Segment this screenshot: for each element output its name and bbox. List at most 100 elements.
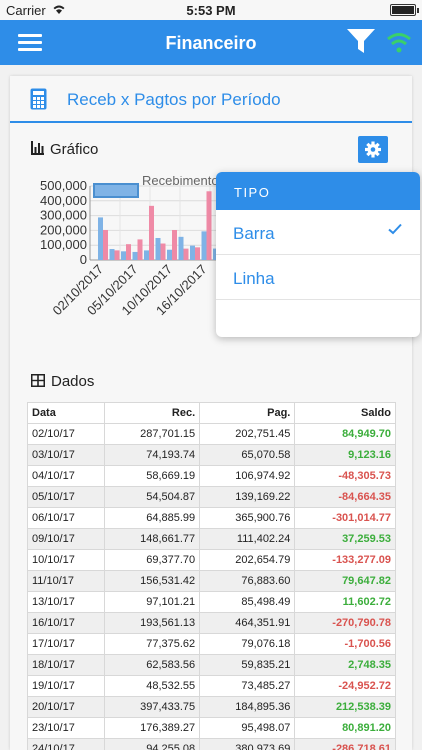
chart-type-dropdown: TIPO Barra Linha <box>216 172 420 337</box>
bar-recebimento <box>213 248 218 260</box>
table-row[interactable]: 20/10/17 397,433.75 184,895.36 212,538.39 <box>27 696 396 718</box>
y-tick-label: 0 <box>80 252 87 267</box>
dropdown-option-label: Linha <box>233 269 275 288</box>
table-row[interactable]: 13/10/17 97,101.21 85,498.49 11,602.72 <box>27 591 396 613</box>
cell-pag: 85,498.49 <box>199 591 296 613</box>
cell-date: 17/10/17 <box>27 633 105 655</box>
column-header-data[interactable]: Data <box>27 402 105 424</box>
card-header: Receb x Pagtos por Período <box>10 76 412 123</box>
cell-date: 19/10/17 <box>27 675 105 697</box>
gear-icon <box>365 141 381 158</box>
cell-date: 16/10/17 <box>27 612 105 634</box>
table-row[interactable]: 23/10/17 176,389.27 95,498.07 80,891.20 <box>27 717 396 739</box>
table-row[interactable]: 04/10/17 58,669.19 106,974.92 -48,305.73 <box>27 465 396 487</box>
y-tick-label: 300,000 <box>40 208 87 223</box>
cell-date: 11/10/17 <box>27 570 105 592</box>
cell-saldo: -24,952.72 <box>294 675 396 697</box>
cell-pag: 65,070.58 <box>199 444 296 466</box>
battery-icon <box>390 4 419 16</box>
carrier-label: Carrier <box>6 3 46 18</box>
cell-pag: 95,498.07 <box>199 717 296 739</box>
bar-recebimento <box>121 251 126 260</box>
bar-chart-icon <box>31 141 44 155</box>
cell-saldo: 80,891.20 <box>294 717 396 739</box>
status-time: 5:53 PM <box>186 3 236 18</box>
table-row[interactable]: 17/10/17 77,375.62 79,076.18 -1,700.56 <box>27 633 396 655</box>
table-header-row: Data Rec. Pag. Saldo <box>27 402 396 424</box>
cell-date: 23/10/17 <box>27 717 105 739</box>
bar-pagamento <box>149 205 154 260</box>
table-row[interactable]: 05/10/17 54,504.87 139,169.22 -84,664.35 <box>27 486 396 508</box>
cell-saldo: -301,014.77 <box>294 507 396 529</box>
table-row[interactable]: 18/10/17 62,583.56 59,835.21 2,748.35 <box>27 654 396 676</box>
cell-rec: 193,561.13 <box>103 612 201 634</box>
cell-date: 06/10/17 <box>27 507 105 529</box>
cell-rec: 94,255.08 <box>103 738 201 750</box>
chart-settings-button[interactable] <box>358 136 388 163</box>
cell-date: 02/10/17 <box>27 423 105 445</box>
cell-rec: 176,389.27 <box>103 717 201 739</box>
y-tick-label: 400,000 <box>40 193 87 208</box>
cell-saldo: -286,718.61 <box>294 738 396 750</box>
cell-saldo: -84,664.35 <box>294 486 396 508</box>
bar-pagamento <box>195 247 200 260</box>
wifi-connection-icon[interactable] <box>384 28 414 54</box>
bar-recebimento <box>144 250 149 260</box>
table-row[interactable]: 03/10/17 74,193.74 65,070.58 9,123.16 <box>27 444 396 466</box>
cell-pag: 184,895.36 <box>199 696 296 718</box>
table-row[interactable]: 02/10/17 287,701.15 202,751.45 84,949.70 <box>27 423 396 445</box>
table-icon <box>31 374 45 387</box>
cell-saldo: -133,277.09 <box>294 549 396 571</box>
cell-pag: 59,835.21 <box>199 654 296 676</box>
cell-pag: 464,351.91 <box>199 612 296 634</box>
menu-icon[interactable] <box>18 34 42 52</box>
cell-pag: 202,654.79 <box>199 549 296 571</box>
cell-saldo: -1,700.56 <box>294 633 396 655</box>
cell-date: 09/10/17 <box>27 528 105 550</box>
bar-pagamento <box>103 229 108 260</box>
wifi-status-icon <box>53 5 65 14</box>
nav-bar: Financeiro <box>0 20 422 65</box>
y-tick-label: 200,000 <box>40 222 87 237</box>
card-title: Receb x Pagtos por Período <box>67 90 281 109</box>
bar-recebimento <box>190 245 195 260</box>
dropdown-option-barra[interactable]: Barra <box>216 210 420 255</box>
data-section-title: Dados <box>51 373 95 390</box>
cell-pag: 365,900.76 <box>199 507 296 529</box>
cell-rec: 54,504.87 <box>103 486 201 508</box>
cell-rec: 287,701.15 <box>103 423 201 445</box>
column-header-rec[interactable]: Rec. <box>103 402 201 424</box>
bar-pagamento <box>183 248 189 260</box>
cell-pag: 76,883.60 <box>199 570 296 592</box>
bar-recebimento <box>201 231 207 260</box>
table-row[interactable]: 06/10/17 64,885.99 365,900.76 -301,014.77 <box>27 507 396 529</box>
cell-rec: 97,101.21 <box>103 591 201 613</box>
table-row[interactable]: 11/10/17 156,531.42 76,883.60 79,647.82 <box>27 570 396 592</box>
bar-recebimento <box>155 237 161 260</box>
cell-rec: 64,885.99 <box>103 507 201 529</box>
bar-recebimento <box>178 236 184 260</box>
bar-recebimento <box>167 249 172 260</box>
filter-icon[interactable] <box>346 28 376 54</box>
cell-saldo: 212,538.39 <box>294 696 396 718</box>
bar-pagamento <box>137 239 143 260</box>
cell-saldo: 37,259.53 <box>294 528 396 550</box>
column-header-saldo[interactable]: Saldo <box>294 402 396 424</box>
cell-rec: 69,377.70 <box>103 549 201 571</box>
column-header-pag[interactable]: Pag. <box>199 402 296 424</box>
cell-saldo: 2,748.35 <box>294 654 396 676</box>
table-row[interactable]: 09/10/17 148,661.77 111,402.24 37,259.53 <box>27 528 396 550</box>
table-row[interactable]: 24/10/17 94,255.08 380,973.69 -286,718.61 <box>27 738 396 750</box>
cell-rec: 148,661.77 <box>103 528 201 550</box>
chart-section-title: Gráfico <box>50 141 99 158</box>
bar-pagamento <box>114 250 120 260</box>
cell-pag: 380,973.69 <box>199 738 296 750</box>
dropdown-option-linha[interactable]: Linha <box>216 255 420 300</box>
table-row[interactable]: 10/10/17 69,377.70 202,654.79 -133,277.09 <box>27 549 396 571</box>
status-bar: Carrier 5:53 PM <box>0 0 422 20</box>
table-row[interactable]: 19/10/17 48,532.55 73,485.27 -24,952.72 <box>27 675 396 697</box>
calculator-icon <box>30 88 47 110</box>
legend-label-recebimento: Recebimento <box>142 176 219 188</box>
cell-date: 03/10/17 <box>27 444 105 466</box>
table-row[interactable]: 16/10/17 193,561.13 464,351.91 -270,790.78 <box>27 612 396 634</box>
